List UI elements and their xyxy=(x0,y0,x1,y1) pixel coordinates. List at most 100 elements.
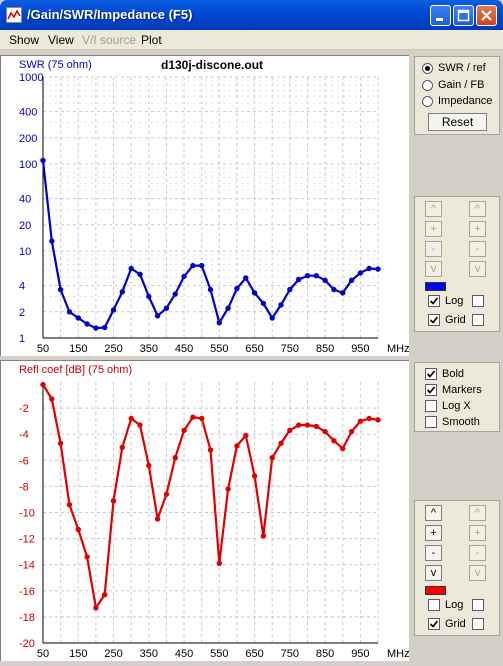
top-left-plus-button[interactable]: + xyxy=(425,221,442,237)
display-options-group: Bold Markers Log X Smooth xyxy=(414,362,500,432)
data-point xyxy=(296,422,302,428)
top-log-checkbox[interactable] xyxy=(428,295,440,307)
y-tick-label: -6 xyxy=(19,455,29,467)
reset-button[interactable]: Reset xyxy=(428,113,487,131)
series-line xyxy=(41,160,379,330)
radio-impedance[interactable]: Impedance xyxy=(415,95,499,109)
y-tick-label: -2 xyxy=(19,403,29,415)
data-point xyxy=(181,273,187,280)
y-tick-label: -16 xyxy=(19,586,35,598)
x-tick-label: 650 xyxy=(245,343,263,355)
data-point xyxy=(49,396,55,402)
logx-checkbox[interactable] xyxy=(425,400,437,412)
top-log-checkbox-right[interactable] xyxy=(472,295,484,307)
menu-show[interactable]: Show xyxy=(9,33,40,47)
bottom-log-checkbox-right[interactable] xyxy=(472,599,484,611)
data-point xyxy=(225,305,231,311)
bottom-left-minus-button[interactable]: - xyxy=(425,545,442,561)
data-point xyxy=(243,275,249,281)
top-right-minus-button[interactable]: - xyxy=(469,241,486,257)
bottom-right-plus-button[interactable]: + xyxy=(469,525,486,541)
menu-plot[interactable]: Plot xyxy=(141,33,162,47)
top-right-up-button[interactable]: ^ xyxy=(469,201,486,217)
data-point xyxy=(348,277,355,283)
bottom-log-checkbox[interactable] xyxy=(428,599,440,611)
data-point xyxy=(172,291,178,297)
y-tick-label: 2 xyxy=(19,307,25,319)
bottom-left-plus-button[interactable]: + xyxy=(425,525,442,541)
data-point xyxy=(93,605,99,611)
swr-color-swatch[interactable] xyxy=(425,282,446,291)
data-point xyxy=(269,455,275,461)
bottom-right-minus-button[interactable]: - xyxy=(469,545,486,561)
top-left-down-button[interactable]: v xyxy=(425,261,442,277)
x-tick-label: 950 xyxy=(351,343,369,355)
radio-swr-ref[interactable]: SWR / ref xyxy=(415,62,499,76)
data-point xyxy=(357,418,364,424)
data-point xyxy=(260,300,267,307)
bottom-right-up-button[interactable]: ^ xyxy=(469,505,486,521)
y-tick-label: 1 xyxy=(19,333,25,345)
data-point xyxy=(172,455,178,461)
series-line xyxy=(42,384,379,609)
radio-label: Gain / FB xyxy=(438,79,485,91)
markers-checkbox[interactable] xyxy=(425,384,437,396)
bottom-grid-checkbox[interactable] xyxy=(428,618,440,630)
close-button[interactable] xyxy=(476,5,497,26)
y-tick-label: -20 xyxy=(19,638,35,650)
top-left-minus-button[interactable]: - xyxy=(425,241,442,257)
bottom-right-down-button[interactable]: v xyxy=(469,565,486,581)
x-tick-label: 450 xyxy=(175,343,193,355)
x-tick-label: 50 xyxy=(37,648,49,660)
data-point xyxy=(251,473,258,479)
x-tick-label: 150 xyxy=(69,648,87,660)
data-point xyxy=(102,324,108,331)
radio-button[interactable] xyxy=(422,96,433,107)
data-point xyxy=(57,286,64,293)
data-point xyxy=(322,428,328,435)
top-right-down-button[interactable]: v xyxy=(469,261,486,277)
app-icon xyxy=(6,7,22,23)
refl-color-swatch[interactable] xyxy=(425,586,446,595)
swr-plot-panel: 1 2 4 10 20 40 100 200 400 1000 50 150 250 350 450 550 6… xyxy=(0,55,410,356)
data-point xyxy=(119,289,126,295)
data-point xyxy=(225,486,231,492)
markers-label: Markers xyxy=(442,384,482,396)
smooth-checkbox[interactable] xyxy=(425,416,437,428)
y-tick-label: 100 xyxy=(19,159,37,171)
bottom-left-up-button[interactable]: ^ xyxy=(425,505,442,521)
data-point xyxy=(190,414,196,420)
menu-view[interactable]: View xyxy=(48,33,74,47)
menu-vi-source[interactable]: V/I source xyxy=(82,33,137,47)
x-tick-label: 850 xyxy=(316,648,334,660)
bold-checkbox[interactable] xyxy=(425,368,437,380)
radio-button[interactable] xyxy=(422,63,433,74)
y-tick-label: 40 xyxy=(19,194,31,206)
top-left-up-button[interactable]: ^ xyxy=(425,201,442,217)
top-grid-checkbox[interactable] xyxy=(428,314,440,326)
radio-button[interactable] xyxy=(422,80,433,91)
title-bar[interactable]: /Gain/SWR/Impedance (F5) xyxy=(0,0,503,30)
minimize-button[interactable] xyxy=(430,5,451,26)
data-point xyxy=(40,157,46,164)
bottom-grid-checkbox-right[interactable] xyxy=(472,618,484,630)
y-tick-label: -14 xyxy=(19,560,35,572)
checkmark-icon xyxy=(429,620,439,628)
data-point xyxy=(304,273,311,279)
bottom-left-down-button[interactable]: v xyxy=(425,565,442,581)
data-point xyxy=(366,415,372,422)
data-point xyxy=(66,309,73,315)
top-log-label: Log xyxy=(445,295,464,307)
data-point xyxy=(331,438,337,444)
x-tick-label: 850 xyxy=(316,343,334,355)
maximize-button[interactable] xyxy=(453,5,474,26)
radio-gain-fb[interactable]: Gain / FB xyxy=(415,79,499,93)
top-right-plus-button[interactable]: + xyxy=(469,221,486,237)
data-point xyxy=(128,415,134,422)
data-point xyxy=(137,271,143,277)
menu-bar: Show View V/I source Plot xyxy=(0,30,503,50)
top-grid-checkbox-right[interactable] xyxy=(472,314,484,326)
data-point xyxy=(322,277,328,283)
data-point xyxy=(137,422,143,428)
data-point xyxy=(75,315,82,321)
